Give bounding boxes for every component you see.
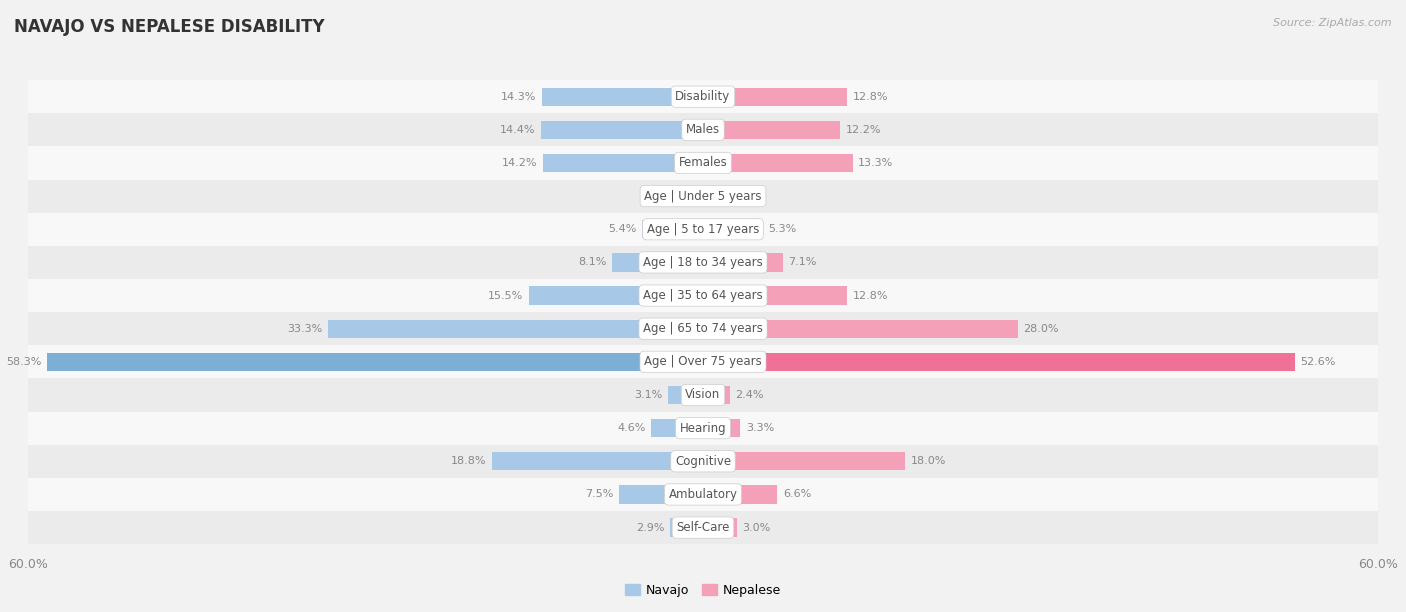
Bar: [703, 353, 1295, 371]
Bar: [703, 220, 762, 238]
Text: Vision: Vision: [685, 389, 721, 401]
Bar: [28, 378, 1378, 411]
Text: 7.5%: 7.5%: [585, 490, 613, 499]
Bar: [543, 88, 703, 106]
Bar: [703, 386, 730, 404]
Text: 18.0%: 18.0%: [911, 457, 946, 466]
Bar: [28, 113, 1378, 146]
Text: Cognitive: Cognitive: [675, 455, 731, 468]
Bar: [703, 253, 783, 272]
Bar: [703, 452, 905, 471]
Text: 15.5%: 15.5%: [488, 291, 523, 300]
Bar: [703, 419, 740, 437]
Text: 12.8%: 12.8%: [852, 291, 889, 300]
Bar: [543, 154, 703, 172]
Text: 8.1%: 8.1%: [578, 258, 606, 267]
Bar: [529, 286, 703, 305]
Text: 3.3%: 3.3%: [745, 423, 773, 433]
Bar: [703, 485, 778, 504]
Bar: [643, 220, 703, 238]
Bar: [28, 511, 1378, 544]
Bar: [28, 411, 1378, 445]
Bar: [703, 187, 714, 205]
Text: 3.0%: 3.0%: [742, 523, 770, 532]
Text: 5.3%: 5.3%: [768, 224, 796, 234]
Text: 5.4%: 5.4%: [609, 224, 637, 234]
Bar: [28, 478, 1378, 511]
Text: 0.97%: 0.97%: [720, 191, 755, 201]
Text: 28.0%: 28.0%: [1024, 324, 1059, 334]
Bar: [685, 187, 703, 205]
Text: 14.2%: 14.2%: [502, 158, 537, 168]
Text: Hearing: Hearing: [679, 422, 727, 435]
Text: 4.6%: 4.6%: [617, 423, 645, 433]
Bar: [703, 154, 852, 172]
Bar: [28, 212, 1378, 246]
Text: 1.6%: 1.6%: [651, 191, 679, 201]
Bar: [28, 80, 1378, 113]
Text: 3.1%: 3.1%: [634, 390, 662, 400]
Text: Males: Males: [686, 123, 720, 136]
Text: 12.2%: 12.2%: [846, 125, 882, 135]
Text: Age | Under 5 years: Age | Under 5 years: [644, 190, 762, 203]
Bar: [329, 319, 703, 338]
Bar: [28, 345, 1378, 378]
Legend: Navajo, Nepalese: Navajo, Nepalese: [620, 579, 786, 602]
Bar: [612, 253, 703, 272]
Bar: [48, 353, 703, 371]
Text: Age | 18 to 34 years: Age | 18 to 34 years: [643, 256, 763, 269]
Bar: [28, 146, 1378, 179]
Text: 58.3%: 58.3%: [6, 357, 42, 367]
Bar: [703, 121, 841, 139]
Text: 14.3%: 14.3%: [501, 92, 537, 102]
Bar: [28, 246, 1378, 279]
Text: 13.3%: 13.3%: [858, 158, 893, 168]
Text: 14.4%: 14.4%: [501, 125, 536, 135]
Text: Age | 65 to 74 years: Age | 65 to 74 years: [643, 322, 763, 335]
Text: Ambulatory: Ambulatory: [668, 488, 738, 501]
Text: 6.6%: 6.6%: [783, 490, 811, 499]
Bar: [668, 386, 703, 404]
Bar: [703, 319, 1018, 338]
Text: Disability: Disability: [675, 90, 731, 103]
Text: Age | 5 to 17 years: Age | 5 to 17 years: [647, 223, 759, 236]
Bar: [541, 121, 703, 139]
Bar: [703, 88, 846, 106]
Text: Age | Over 75 years: Age | Over 75 years: [644, 356, 762, 368]
Bar: [28, 445, 1378, 478]
Text: 52.6%: 52.6%: [1301, 357, 1336, 367]
Text: Females: Females: [679, 157, 727, 170]
Bar: [619, 485, 703, 504]
Bar: [492, 452, 703, 471]
Text: 2.9%: 2.9%: [637, 523, 665, 532]
Text: Age | 35 to 64 years: Age | 35 to 64 years: [643, 289, 763, 302]
Bar: [703, 518, 737, 537]
Bar: [28, 279, 1378, 312]
Bar: [28, 312, 1378, 345]
Bar: [28, 179, 1378, 212]
Bar: [703, 286, 846, 305]
Text: 33.3%: 33.3%: [288, 324, 323, 334]
Text: Self-Care: Self-Care: [676, 521, 730, 534]
Bar: [651, 419, 703, 437]
Text: 2.4%: 2.4%: [735, 390, 763, 400]
Text: NAVAJO VS NEPALESE DISABILITY: NAVAJO VS NEPALESE DISABILITY: [14, 18, 325, 36]
Text: 7.1%: 7.1%: [789, 258, 817, 267]
Text: 12.8%: 12.8%: [852, 92, 889, 102]
Text: Source: ZipAtlas.com: Source: ZipAtlas.com: [1274, 18, 1392, 28]
Bar: [671, 518, 703, 537]
Text: 18.8%: 18.8%: [450, 457, 486, 466]
